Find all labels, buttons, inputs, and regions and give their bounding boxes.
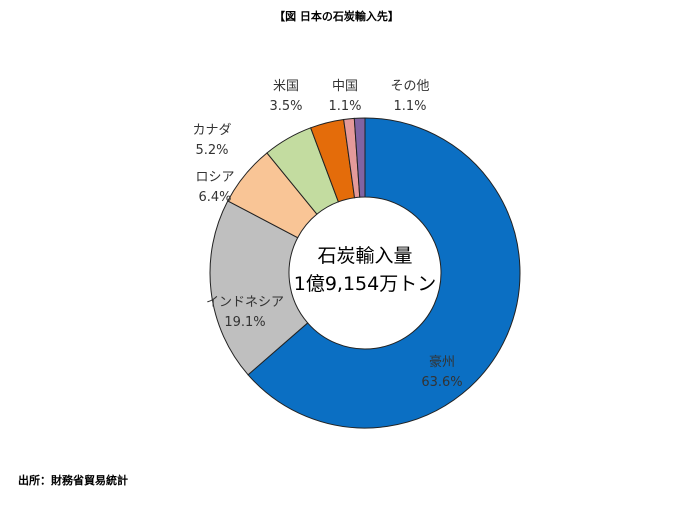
slice-2: [209, 200, 309, 376]
slice-7: [353, 117, 366, 198]
slice-value-label: 6.4%: [198, 190, 231, 205]
center-label-line2: 1億9,154万トン: [294, 273, 436, 295]
slice-name-label: ロシア: [195, 170, 234, 185]
slice-value-label: 1.1%: [393, 99, 426, 114]
slice-value-label: 5.2%: [195, 143, 228, 158]
slices-group: [209, 117, 521, 429]
slice-value-label: 1.1%: [328, 99, 361, 114]
source-note: 出所：財務省貿易統計: [18, 474, 128, 487]
slice-name-label: インドネシア: [206, 295, 284, 310]
slice-name-label: 豪州: [429, 354, 455, 370]
slice-name-label: カナダ: [192, 123, 231, 138]
slice-value-label: 63.6%: [421, 375, 462, 390]
slice-name-label: 中国: [332, 79, 358, 94]
slice-1: [247, 117, 521, 429]
chart-title: 【図 日本の石炭輸入先】: [274, 10, 399, 23]
slice-value-label: 19.1%: [224, 315, 265, 330]
labels-group: 豪州 63.6% インドネシア 19.1% ロシア 6.4% カナダ 5.2% 米国 3.5% 中国…: [192, 79, 462, 390]
slice-name-label: その他: [390, 79, 429, 94]
center-label-line1: 石炭輸入量: [317, 245, 412, 267]
slice-value-label: 3.5%: [269, 99, 302, 114]
slice-name-label: 米国: [273, 79, 299, 94]
